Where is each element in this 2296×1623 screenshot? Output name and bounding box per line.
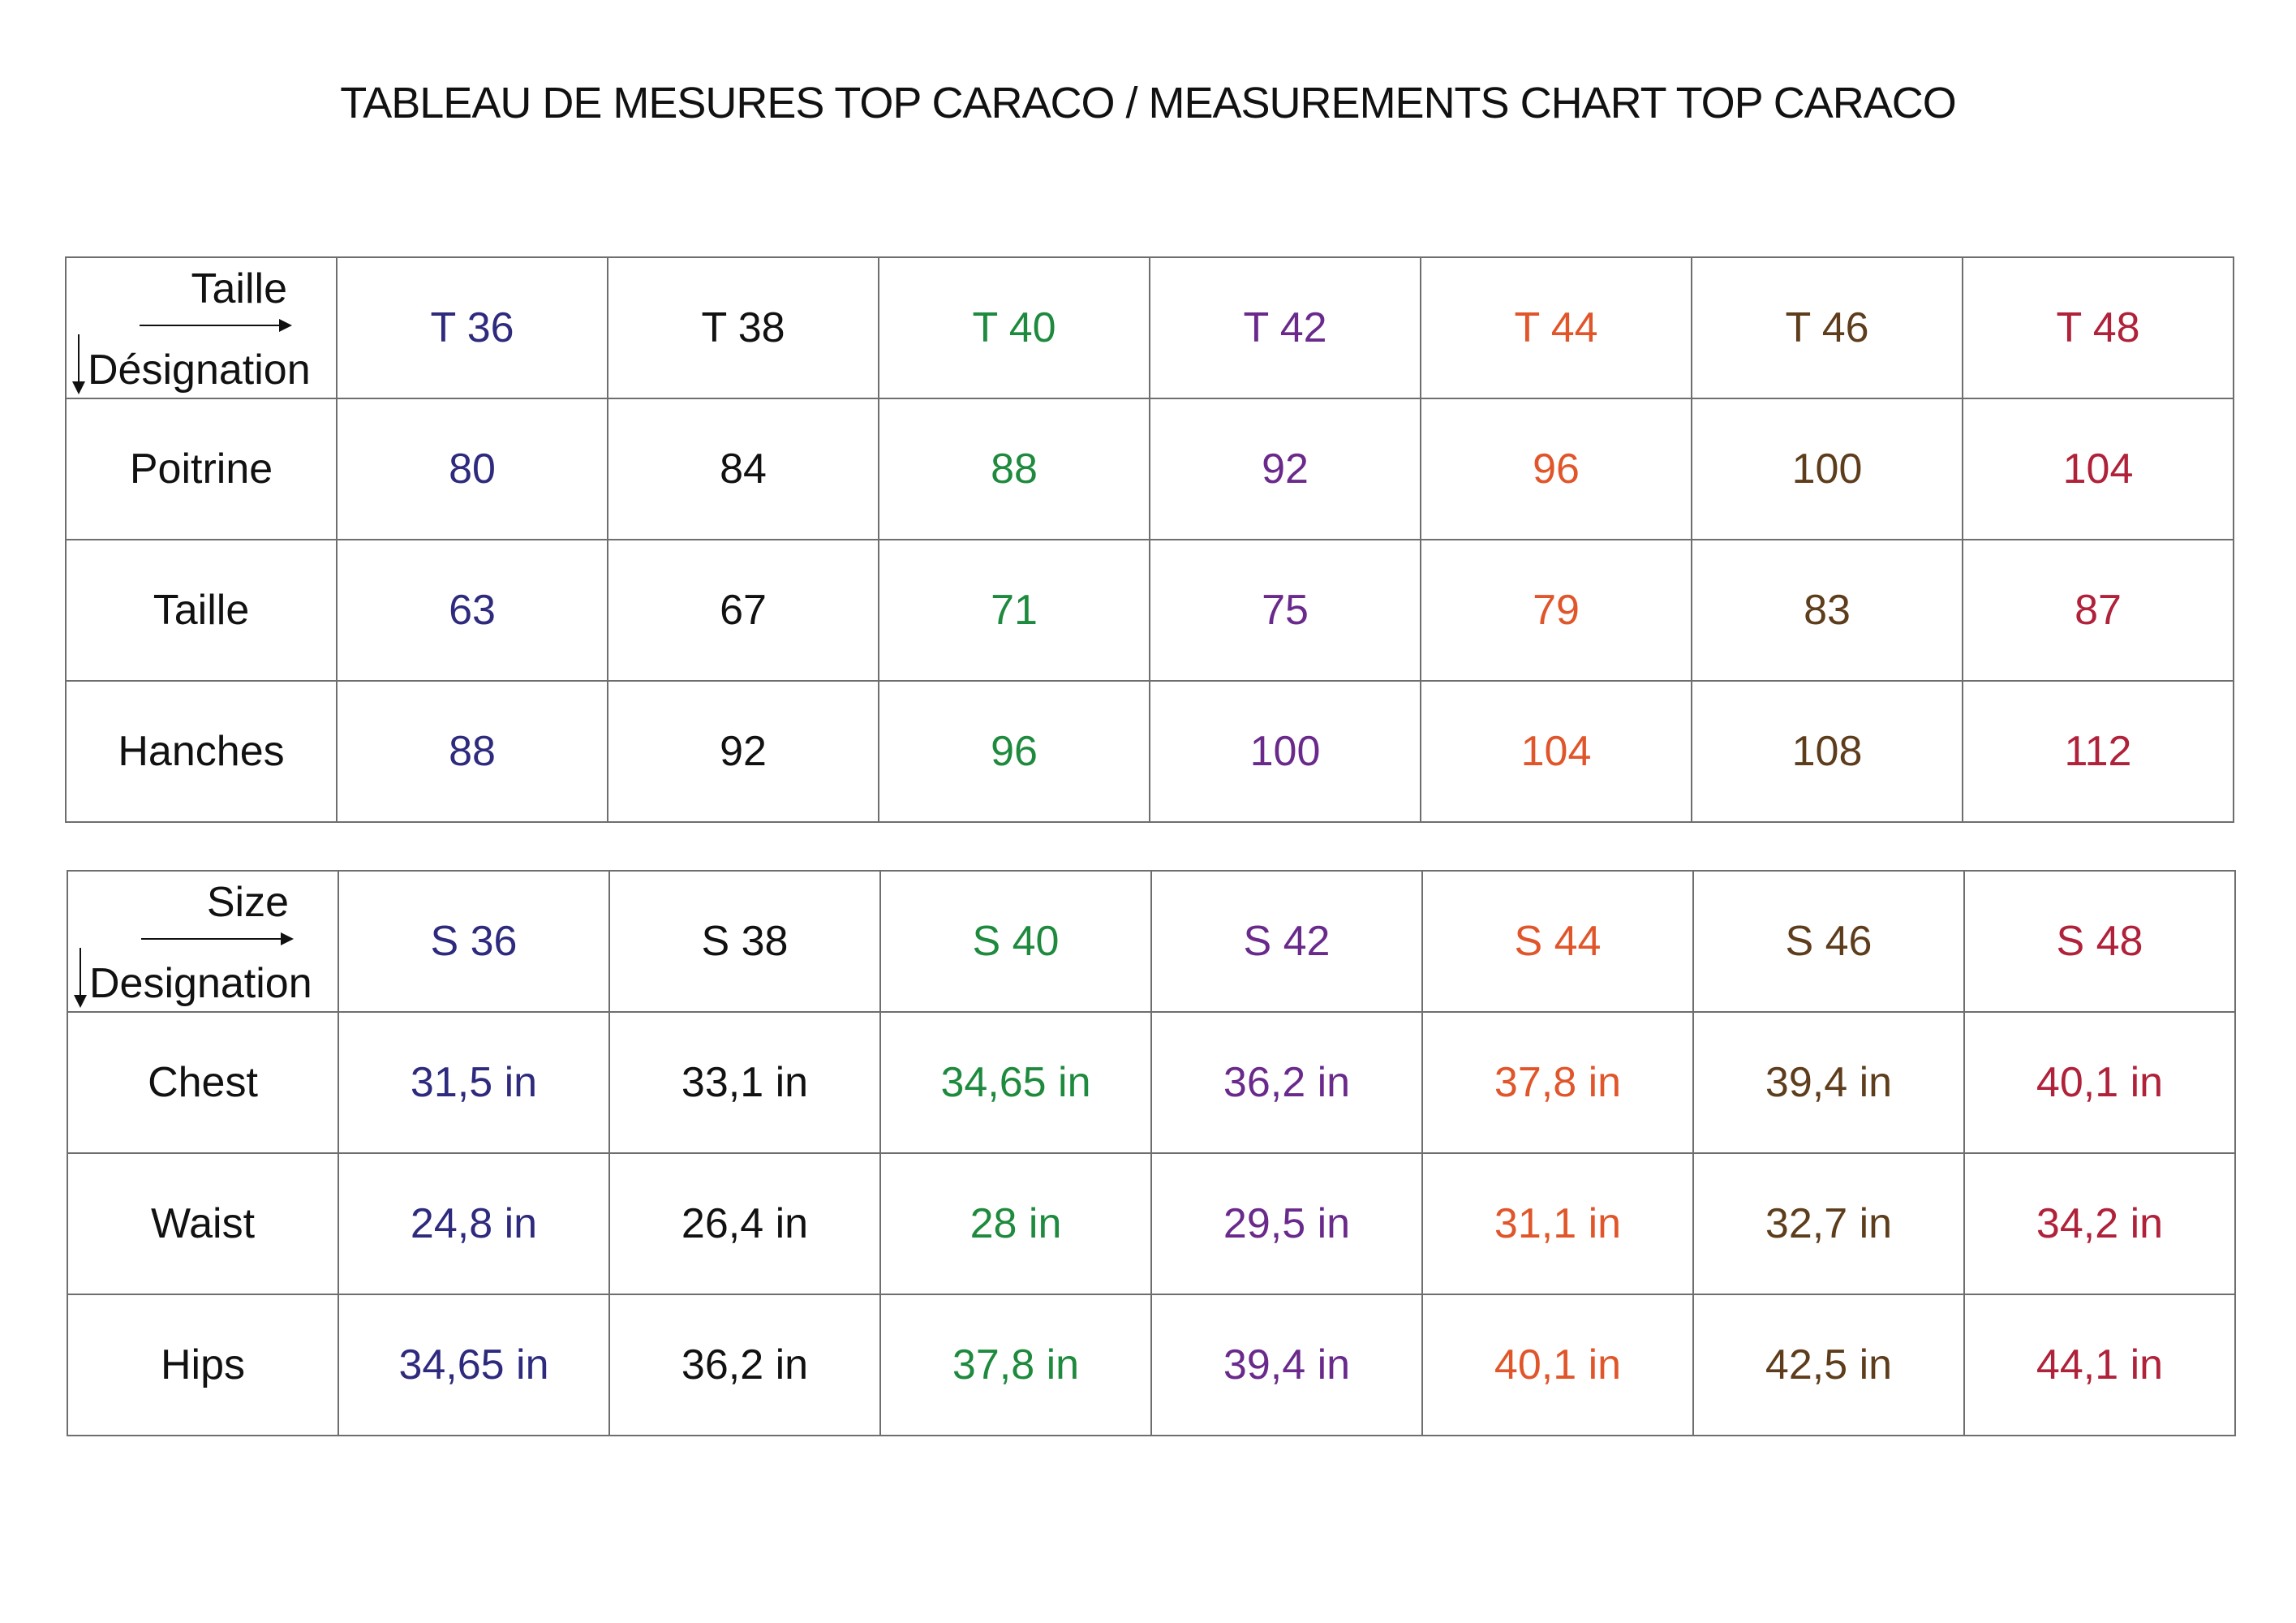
- value-cell: 100: [1149, 680, 1421, 823]
- size-header-cell: S 48: [1963, 870, 2236, 1013]
- header-row: Taille Désignation T 36 T 38 T 40 T 42 T…: [65, 256, 2234, 399]
- size-header-cell: T 48: [1962, 256, 2234, 399]
- value-cell: 40,1 in: [1421, 1294, 1694, 1436]
- size-header-cell: T 38: [607, 256, 879, 399]
- row-label-cell: Taille: [65, 539, 338, 682]
- value-cell: 42,5 in: [1692, 1294, 1965, 1436]
- arrow-down-icon: [72, 334, 85, 394]
- value-cell: 87: [1962, 539, 2234, 682]
- corner-header-cell: Taille Désignation: [65, 256, 338, 399]
- value-cell: 104: [1962, 398, 2234, 540]
- value-cell: 67: [607, 539, 879, 682]
- value-cell: 79: [1420, 539, 1692, 682]
- value-cell: 34,2 in: [1963, 1152, 2236, 1295]
- value-cell: 84: [607, 398, 879, 540]
- size-header-cell: T 44: [1420, 256, 1692, 399]
- value-cell: 31,5 in: [338, 1011, 610, 1154]
- table-row: Hips 34,65 in 36,2 in 37,8 in 39,4 in 40…: [67, 1294, 2236, 1436]
- value-cell: 40,1 in: [1963, 1011, 2236, 1154]
- header-row: Size Designation S 36 S 38 S 40 S 42 S 4…: [67, 870, 2236, 1013]
- table-row: Waist 24,8 in 26,4 in 28 in 29,5 in 31,1…: [67, 1152, 2236, 1295]
- value-cell: 104: [1420, 680, 1692, 823]
- measurements-table-english: Size Designation S 36 S 38 S 40 S 42 S 4…: [67, 870, 2236, 1436]
- table-row: Hanches 88 92 96 100 104 108 112: [65, 680, 2234, 823]
- size-header-cell: T 36: [336, 256, 608, 399]
- value-cell: 108: [1691, 680, 1963, 823]
- size-header-cell: T 46: [1691, 256, 1963, 399]
- size-header-cell: S 42: [1150, 870, 1423, 1013]
- value-cell: 36,2 in: [1150, 1011, 1423, 1154]
- size-header-cell: S 38: [608, 870, 881, 1013]
- value-cell: 29,5 in: [1150, 1152, 1423, 1295]
- row-label-cell: Poitrine: [65, 398, 338, 540]
- measurements-table-french: Taille Désignation T 36 T 38 T 40 T 42 T…: [65, 256, 2234, 823]
- value-cell: 26,4 in: [608, 1152, 881, 1295]
- value-cell: 63: [336, 539, 608, 682]
- value-cell: 75: [1149, 539, 1421, 682]
- value-cell: 80: [336, 398, 608, 540]
- size-axis-label: Taille: [191, 265, 288, 312]
- row-label-cell: Hanches: [65, 680, 338, 823]
- value-cell: 88: [336, 680, 608, 823]
- value-cell: 39,4 in: [1150, 1294, 1423, 1436]
- size-header-cell: T 40: [878, 256, 1150, 399]
- table-row: Poitrine 80 84 88 92 96 100 104: [65, 398, 2234, 540]
- value-cell: 92: [607, 680, 879, 823]
- value-cell: 37,8 in: [1421, 1011, 1694, 1154]
- value-cell: 31,1 in: [1421, 1152, 1694, 1295]
- designation-axis-label: Désignation: [88, 347, 311, 394]
- value-cell: 100: [1691, 398, 1963, 540]
- table-row: Taille 63 67 71 75 79 83 87: [65, 539, 2234, 682]
- value-cell: 112: [1962, 680, 2234, 823]
- size-header-cell: S 46: [1692, 870, 1965, 1013]
- value-cell: 92: [1149, 398, 1421, 540]
- value-cell: 44,1 in: [1963, 1294, 2236, 1436]
- row-label-cell: Hips: [67, 1294, 339, 1436]
- arrow-down-icon: [74, 948, 87, 1008]
- table-row: Chest 31,5 in 33,1 in 34,65 in 36,2 in 3…: [67, 1011, 2236, 1154]
- value-cell: 96: [1420, 398, 1692, 540]
- value-cell: 28 in: [879, 1152, 1152, 1295]
- corner-header-cell: Size Designation: [67, 870, 339, 1013]
- size-header-cell: S 36: [338, 870, 610, 1013]
- value-cell: 83: [1691, 539, 1963, 682]
- arrow-right-icon: [140, 319, 292, 332]
- value-cell: 33,1 in: [608, 1011, 881, 1154]
- value-cell: 37,8 in: [879, 1294, 1152, 1436]
- designation-axis-label: Designation: [89, 960, 312, 1007]
- size-header-cell: S 44: [1421, 870, 1694, 1013]
- value-cell: 71: [878, 539, 1150, 682]
- value-cell: 88: [878, 398, 1150, 540]
- value-cell: 34,65 in: [879, 1011, 1152, 1154]
- value-cell: 96: [878, 680, 1150, 823]
- value-cell: 36,2 in: [608, 1294, 881, 1436]
- arrow-right-icon: [141, 932, 294, 945]
- value-cell: 39,4 in: [1692, 1011, 1965, 1154]
- page-title: TABLEAU DE MESURES TOP CARACO / MEASUREM…: [340, 79, 1956, 127]
- value-cell: 24,8 in: [338, 1152, 610, 1295]
- size-header-cell: S 40: [879, 870, 1152, 1013]
- value-cell: 32,7 in: [1692, 1152, 1965, 1295]
- row-label-cell: Waist: [67, 1152, 339, 1295]
- row-label-cell: Chest: [67, 1011, 339, 1154]
- size-header-cell: T 42: [1149, 256, 1421, 399]
- value-cell: 34,65 in: [338, 1294, 610, 1436]
- size-axis-label: Size: [206, 879, 289, 926]
